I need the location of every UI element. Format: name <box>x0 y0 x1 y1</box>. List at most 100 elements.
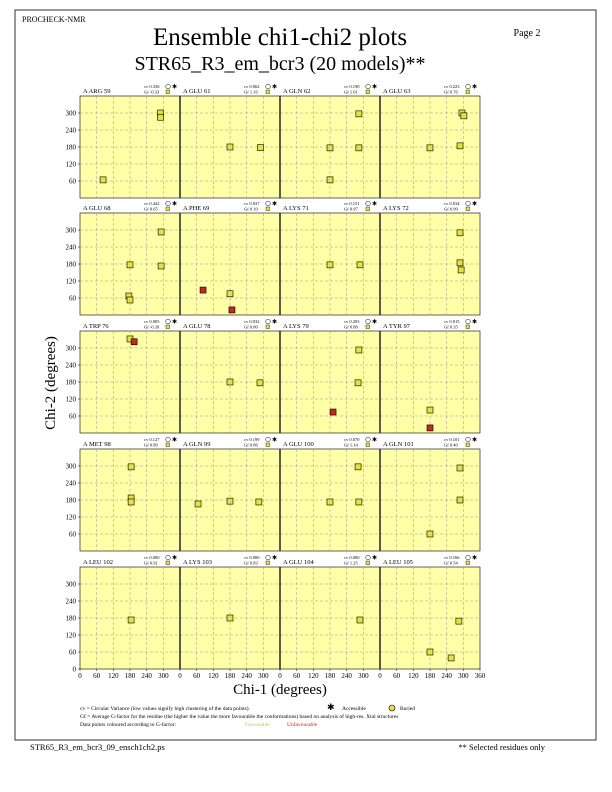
access-icon <box>365 83 371 90</box>
data-point <box>226 614 234 622</box>
y-tick-label: 120 <box>66 514 77 522</box>
subtitle: STR65_R3_em_bcr3 (20 models)** <box>134 53 425 75</box>
x-tick-label: 240 <box>341 672 352 680</box>
data-point <box>228 306 236 314</box>
y-tick-label: 60 <box>69 413 77 421</box>
data-point <box>356 261 364 269</box>
y-tick-label: 60 <box>69 649 77 657</box>
cv-label: cv 0.005 <box>144 319 160 324</box>
y-tick-label: 60 <box>69 531 77 539</box>
y-tick-label: 300 <box>66 110 77 118</box>
gf-swatch <box>465 324 470 329</box>
data-point <box>127 616 135 624</box>
residue-label: A LYS 79 <box>283 323 309 330</box>
data-point <box>199 286 207 294</box>
residue-label: A GLU 100 <box>283 441 314 448</box>
cv-label: cv 0.442 <box>144 201 160 206</box>
x-tick-label: 240 <box>441 672 452 680</box>
access-icon <box>465 318 471 325</box>
y-tick-label: 120 <box>66 632 77 640</box>
gf-swatch <box>365 324 370 329</box>
x-tick-label: 60 <box>393 672 401 680</box>
x-tick-label: 360 <box>475 672 486 680</box>
access-icon <box>265 83 271 90</box>
gf-label: Gf -0.33 <box>144 90 160 95</box>
asterisk-icon: ✱ <box>372 555 377 562</box>
cv-label: cv 0.062 <box>244 84 260 89</box>
gf-label: Gf 0.86 <box>244 443 258 448</box>
gf-swatch <box>165 324 170 329</box>
cv-label: cv 0.166 <box>444 555 460 560</box>
x-tick-label: 60 <box>93 672 101 680</box>
residue-label: A LYS 103 <box>183 559 212 566</box>
data-point <box>130 338 138 346</box>
cv-label: cv 0.000 <box>344 555 360 560</box>
x-tick-label: 300 <box>358 672 369 680</box>
data-point <box>355 498 363 506</box>
asterisk-icon: ✱ <box>172 555 177 562</box>
data-point <box>456 142 464 150</box>
data-point <box>456 259 464 267</box>
data-point <box>326 176 334 184</box>
residue-label: A MET 98 <box>83 441 111 448</box>
footer-note: ** Selected residues only <box>458 742 545 752</box>
residue-label: A GLU 78 <box>183 323 210 330</box>
x-tick-label: 180 <box>225 672 236 680</box>
access-icon <box>365 436 371 443</box>
legend: cv = Circular Variance (low values signi… <box>80 702 415 728</box>
data-point <box>356 616 364 624</box>
gf-swatch <box>165 206 170 211</box>
favourable-label: Favourable <box>245 722 270 728</box>
gf-swatch <box>465 442 470 447</box>
data-point <box>157 113 164 121</box>
x-tick-label: 0 <box>278 672 282 680</box>
data-point <box>456 496 464 504</box>
gf-note: Gf = Average G-factor for the residue (t… <box>80 713 398 720</box>
gf-swatch <box>365 560 370 565</box>
y-tick-label: 180 <box>66 144 77 152</box>
access-icon <box>465 83 471 90</box>
gf-label: Gf 1.25 <box>344 561 358 566</box>
x-tick-label: 180 <box>325 672 336 680</box>
colour-note: Data points coloured according to G-fact… <box>80 721 177 728</box>
gf-label: Gf 0.99 <box>444 207 458 212</box>
asterisk-icon: ✱ <box>372 201 377 208</box>
y-tick-label: 240 <box>66 480 77 488</box>
title: Ensemble chi1-chi2 plots <box>153 24 407 51</box>
gf-label: Gf 0.88 <box>344 325 358 330</box>
gf-label: Gf 0.80 <box>244 325 258 330</box>
data-point <box>355 144 363 152</box>
cv-label: cv 0.032 <box>244 319 260 324</box>
gf-label: Gf 0.97 <box>344 207 358 212</box>
access-icon <box>465 554 471 561</box>
access-icon <box>265 318 271 325</box>
asterisk-icon: ✱ <box>372 437 377 444</box>
data-point <box>456 464 464 472</box>
residue-label: A GLU 68 <box>83 205 110 212</box>
data-point <box>457 266 465 274</box>
y-tick-label: 60 <box>69 295 77 303</box>
y-tick-label: 120 <box>66 278 77 286</box>
asterisk-icon: ✱ <box>472 319 477 326</box>
data-point <box>256 379 264 387</box>
y-tick-label: 300 <box>66 463 77 471</box>
cv-label: cv 0.199 <box>244 437 260 442</box>
y-axis-label: Chi-2 (degrees) <box>43 336 59 430</box>
asterisk-icon: ✱ <box>172 201 177 208</box>
cv-label: cv 0.070 <box>344 437 360 442</box>
asterisk-icon: ✱ <box>272 319 277 326</box>
x-tick-label: 300 <box>258 672 269 680</box>
page-number: Page 2 <box>514 28 541 39</box>
data-point <box>426 406 434 414</box>
gf-swatch <box>265 442 270 447</box>
unfavourable-label: Unfavourable <box>287 721 318 728</box>
gf-swatch <box>465 560 470 565</box>
residue-label: A GLN 62 <box>283 88 310 95</box>
data-point <box>354 379 362 387</box>
x-tick-label: 60 <box>193 672 201 680</box>
x-axis-label: Chi-1 (degrees) <box>233 682 327 698</box>
data-point <box>257 144 264 151</box>
cv-label: cv 0.336 <box>144 84 160 89</box>
access-icon <box>365 554 371 561</box>
